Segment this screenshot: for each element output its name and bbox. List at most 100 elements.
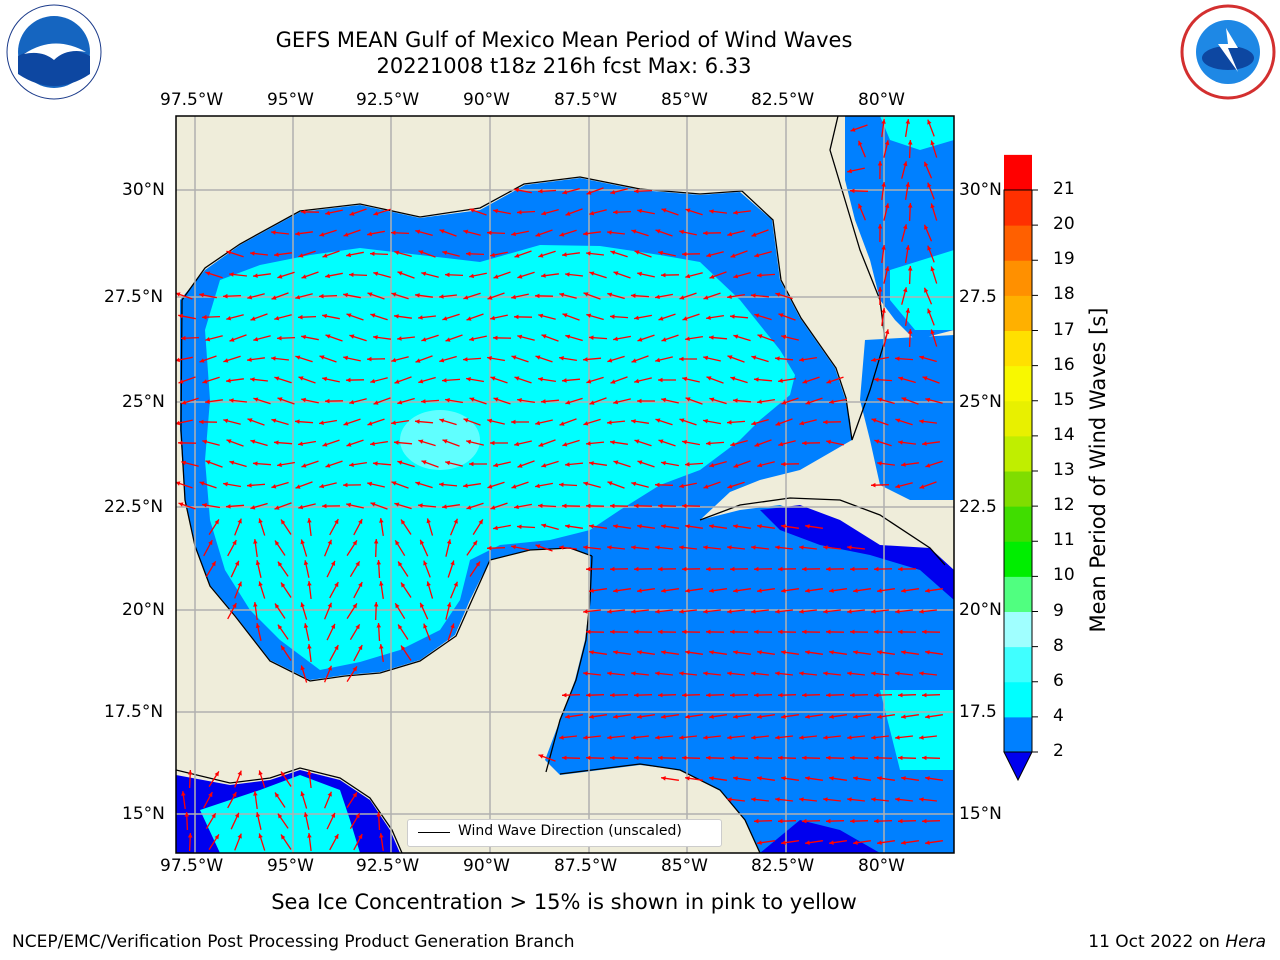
wave-direction-arrowhead (517, 274, 523, 279)
wave-direction-arrowhead (930, 203, 935, 209)
wave-direction-arrowhead (751, 735, 756, 740)
wave-direction-arrowhead (559, 232, 565, 237)
wave-direction-arrowhead (730, 253, 736, 258)
wave-direction-arrowhead (565, 462, 570, 467)
wave-direction-arrowhead (709, 274, 715, 279)
wave-direction-arrowhead (703, 484, 709, 489)
wave-direction-arrowhead (685, 397, 691, 402)
wave-direction-arrowhead (877, 840, 882, 845)
wave-direction-arrowhead (511, 231, 516, 237)
wave-direction-arrowhead (877, 461, 882, 466)
wave-direction-arrowhead (352, 603, 357, 609)
wave-direction-arrowhead (685, 462, 690, 467)
sea-ice-note: Sea Ice Concentration > 15% is shown in … (271, 890, 857, 914)
wave-direction-arrowhead (322, 253, 328, 258)
wave-direction-arrowhead (751, 609, 756, 614)
wave-direction-arrowhead (418, 315, 423, 320)
wave-direction-arrowhead (421, 460, 427, 465)
wave-direction-arrowhead (799, 609, 804, 614)
wave-direction-arrowhead (346, 377, 351, 383)
lat-label-left: 27.5°N (104, 287, 164, 307)
lon-label-bottom: 97.5°W (160, 856, 224, 876)
wave-direction-arrowhead (376, 812, 381, 817)
wave-direction-arrowhead (514, 504, 519, 510)
wave-direction-arrowhead (466, 439, 472, 445)
wave-direction-arrowhead (775, 735, 780, 740)
wave-direction-arrowhead (490, 440, 495, 446)
wave-direction-arrowhead (373, 539, 379, 544)
wave-direction-arrowhead (631, 481, 637, 487)
wave-direction-arrowhead (330, 812, 335, 818)
wave-direction-arrowhead (426, 518, 431, 524)
wave-direction-arrowhead (631, 609, 636, 614)
wave-direction-arrowhead (682, 376, 688, 382)
wave-direction-arrowhead (661, 397, 667, 403)
wave-direction-arrowhead (682, 692, 687, 698)
colorbar-tick-label: 11 (1053, 530, 1075, 551)
wave-direction-arrowhead (850, 188, 855, 194)
wave-direction-arrowhead (775, 545, 780, 550)
wave-direction-arrowhead (799, 357, 804, 362)
wave-direction-arrowhead (446, 602, 452, 608)
wave-direction-arrowhead (661, 776, 666, 781)
wave-direction-arrowhead (346, 252, 351, 258)
wave-direction-arrowhead (343, 232, 349, 237)
wave-direction-arrowhead (514, 314, 519, 320)
wave-direction-arrowhead (637, 714, 642, 719)
wave-direction-arrowhead (586, 441, 591, 446)
wave-direction-arrowhead (586, 251, 591, 256)
wave-direction-arrowhead (493, 397, 499, 402)
wave-direction-arrowhead (379, 518, 384, 523)
lat-label-left: 17.5°N (104, 702, 164, 722)
wave-direction-arrowhead (334, 834, 339, 840)
colorbar-tick-label: 20 (1053, 214, 1075, 235)
wave-direction-arrowhead (415, 419, 420, 424)
wave-direction-arrowhead (703, 735, 708, 740)
wave-direction-arrowhead (895, 484, 901, 489)
wave-direction-arrowhead (250, 251, 255, 256)
wave-direction-arrowhead (781, 524, 786, 529)
wave-direction-arrowhead (258, 581, 263, 587)
wave-direction-arrowhead (514, 376, 520, 381)
lon-label-top: 92.5°W (356, 90, 420, 110)
wave-direction-arrowhead (202, 439, 208, 445)
wave-direction-arrowhead (214, 771, 219, 777)
wave-direction-arrowhead (607, 671, 612, 676)
wave-direction-arrowhead (274, 505, 280, 510)
wave-direction-arrowhead (823, 419, 828, 425)
wave-direction-arrowhead (255, 623, 261, 629)
wave-direction-arrowhead (583, 481, 589, 486)
wave-direction-arrowhead (679, 609, 684, 614)
wave-direction-arrowhead (541, 334, 547, 339)
wave-direction-arrowhead (327, 539, 332, 545)
wave-direction-arrowhead (751, 232, 757, 237)
wave-direction-arrowhead (237, 581, 242, 587)
wave-direction-arrowhead (853, 840, 858, 845)
wave-direction-arrowhead (541, 211, 547, 216)
wave-direction-arrowhead (373, 211, 379, 216)
wave-direction-arrowhead (199, 419, 204, 425)
wave-direction-arrowhead (565, 714, 570, 719)
wave-direction-arrowhead (277, 561, 283, 567)
wave-direction-arrowhead (281, 582, 286, 588)
wave-direction-arrowhead (511, 544, 516, 550)
wave-direction-arrowhead (901, 840, 906, 845)
wave-direction-arrowhead (420, 539, 425, 545)
wave-direction-arrowhead (757, 588, 762, 593)
wave-direction-arrowhead (898, 692, 903, 698)
wave-direction-arrowhead (439, 482, 444, 487)
wave-direction-arrowhead (223, 293, 228, 299)
wave-direction-arrowhead (562, 442, 568, 447)
wave-direction-arrowhead (541, 399, 546, 404)
wave-direction-arrowhead (277, 462, 282, 467)
wave-direction-arrowhead (445, 398, 450, 403)
wave-direction-arrowhead (682, 316, 688, 321)
wave-direction-arrowhead (379, 644, 384, 649)
wave-direction-arrowhead (922, 441, 927, 446)
wave-direction-arrowhead (205, 271, 211, 276)
lat-label-right: 30°N (959, 180, 1002, 200)
wave-direction-arrowhead (253, 273, 258, 278)
wave-direction-arrowhead (754, 566, 759, 572)
wave-direction-arrowhead (925, 650, 930, 655)
wave-direction-arrowhead (187, 770, 193, 775)
